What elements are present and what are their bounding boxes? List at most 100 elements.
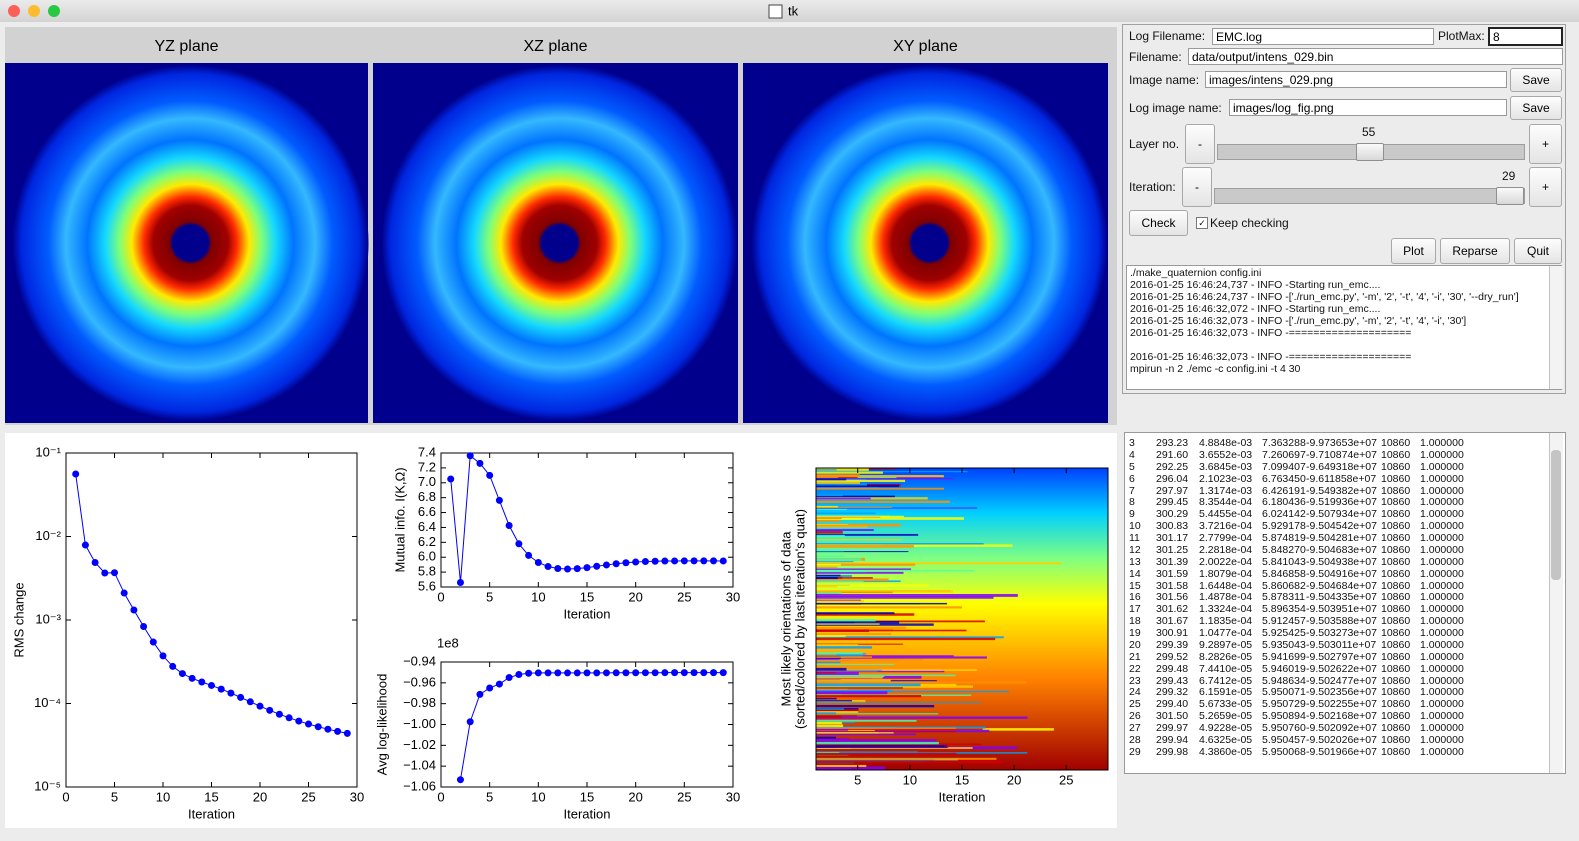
stripe [816, 644, 858, 647]
data-point [456, 579, 464, 587]
plot-button[interactable]: Plot [1391, 238, 1436, 264]
table-cell: -9.503011e+07 [1306, 638, 1377, 651]
zoom-button[interactable] [48, 5, 60, 17]
log-line: 2016-01-25 16:46:24,737 - INFO -Starting… [1130, 279, 1381, 291]
slider-thumb[interactable] [1496, 187, 1524, 205]
minimize-button[interactable] [28, 5, 40, 17]
label: Filename: [1129, 50, 1182, 64]
x-tick-label: 5 [854, 772, 861, 787]
decrement-button[interactable]: - [1185, 124, 1215, 164]
checkbox-label[interactable]: Keep checking [1210, 216, 1289, 230]
stripe [816, 584, 929, 587]
stripe [816, 495, 895, 498]
y-tick-label: −0.98 [403, 695, 436, 710]
table-cell: 1.000000 [1420, 448, 1464, 461]
scrollbar-thumb[interactable] [1551, 450, 1561, 580]
stripe [816, 542, 984, 545]
table-cell: 10860 [1381, 627, 1411, 640]
stripe [816, 716, 1028, 719]
stripe [816, 672, 837, 674]
stripe [816, 596, 994, 599]
check-button[interactable]: Check [1129, 210, 1188, 236]
data-point [495, 496, 503, 504]
y-tick-label: 10⁻⁴ [34, 695, 61, 710]
stripe [816, 531, 843, 534]
reparse-button[interactable]: Reparse [1440, 238, 1510, 264]
table-cell: 5.950729 [1262, 698, 1306, 711]
y-tick-label: 7.4 [418, 444, 436, 459]
log-filename-entry[interactable]: EMC.log [1212, 28, 1434, 45]
stripe [816, 549, 844, 552]
label: Iteration: [1129, 180, 1176, 194]
table-cell: 5.950457 [1262, 734, 1306, 746]
data-point [622, 559, 630, 567]
stripe [816, 658, 840, 660]
table-cell: 10860 [1381, 698, 1411, 711]
stripe [816, 500, 950, 503]
x-axis-label: Iteration [188, 806, 235, 821]
x-tick-label: 10 [903, 772, 917, 787]
stripe [816, 760, 1004, 764]
quit-button[interactable]: Quit [1514, 238, 1562, 264]
data-point [256, 702, 264, 710]
table-cell: 301.56 [1156, 591, 1189, 604]
x-axis-label: Iteration [939, 789, 986, 804]
table-cell: -9.611858e+07 [1306, 472, 1377, 485]
table-cell: -9.502797e+07 [1306, 650, 1377, 663]
data-point [661, 669, 669, 677]
y-tick-label: −1.02 [403, 737, 436, 752]
save-button[interactable]: Save [1510, 68, 1562, 92]
slider-trough[interactable] [1214, 188, 1525, 204]
data-point [486, 471, 494, 479]
stripe [816, 623, 880, 625]
close-button[interactable] [8, 5, 20, 17]
table-cell: 299.52 [1156, 650, 1189, 663]
data-point [237, 693, 245, 701]
log-line: 2016-01-25 16:46:32,073 - INFO -========… [1130, 327, 1412, 339]
stripe [816, 494, 843, 497]
stripe [816, 704, 935, 708]
log-text[interactable] [1126, 265, 1562, 390]
data-point [651, 669, 659, 677]
x-tick-label: 20 [628, 789, 642, 804]
table-cell: 14 [1129, 567, 1141, 580]
x-tick-label: 10 [531, 789, 545, 804]
plane-title: XY plane [893, 38, 958, 55]
save-button[interactable]: Save [1510, 96, 1562, 120]
filename-entry[interactable]: data/output/intens_029.bin [1188, 48, 1563, 65]
table-cell: -9.504335e+07 [1306, 591, 1377, 604]
checkbox[interactable]: ✓ [1196, 217, 1208, 229]
table-cell: 10860 [1381, 543, 1411, 556]
stripe [816, 561, 854, 563]
decrement-button[interactable]: - [1182, 167, 1212, 207]
y-tick-label: 10⁻³ [35, 611, 61, 626]
x-tick-label: 5 [486, 789, 493, 804]
x-tick-label: 25 [1059, 772, 1073, 787]
y-axis-label: Most likely orientations of data [778, 531, 793, 707]
y-tick-label: −0.94 [403, 653, 436, 668]
stripe [816, 656, 872, 658]
stripe [816, 478, 847, 481]
log-image-name-entry[interactable]: images/log_fig.png [1229, 99, 1507, 116]
increment-button[interactable]: + [1529, 167, 1562, 207]
table-cell: 10860 [1381, 674, 1411, 687]
scrollbar[interactable] [1549, 266, 1563, 389]
stripe [816, 555, 845, 557]
increment-button[interactable]: + [1529, 124, 1562, 164]
data-point [91, 558, 99, 566]
slider-thumb[interactable] [1356, 143, 1384, 161]
x-tick-label: 15 [580, 789, 594, 804]
table-cell: -9.504684e+07 [1306, 579, 1377, 592]
table-cell: 3.7216e-04 [1199, 520, 1253, 533]
table-cell: 291.60 [1156, 448, 1189, 461]
data-point [505, 674, 513, 682]
data-point [188, 674, 196, 682]
data-point [593, 562, 601, 570]
table-cell: 3.6845e-03 [1199, 460, 1253, 473]
table-cell: 10 [1129, 520, 1141, 533]
image-name-entry[interactable]: images/intens_029.png [1205, 71, 1507, 88]
table-cell: -9.504916e+07 [1306, 567, 1377, 580]
data-point [700, 669, 708, 677]
plotmax-entry[interactable]: 8 [1488, 27, 1563, 46]
